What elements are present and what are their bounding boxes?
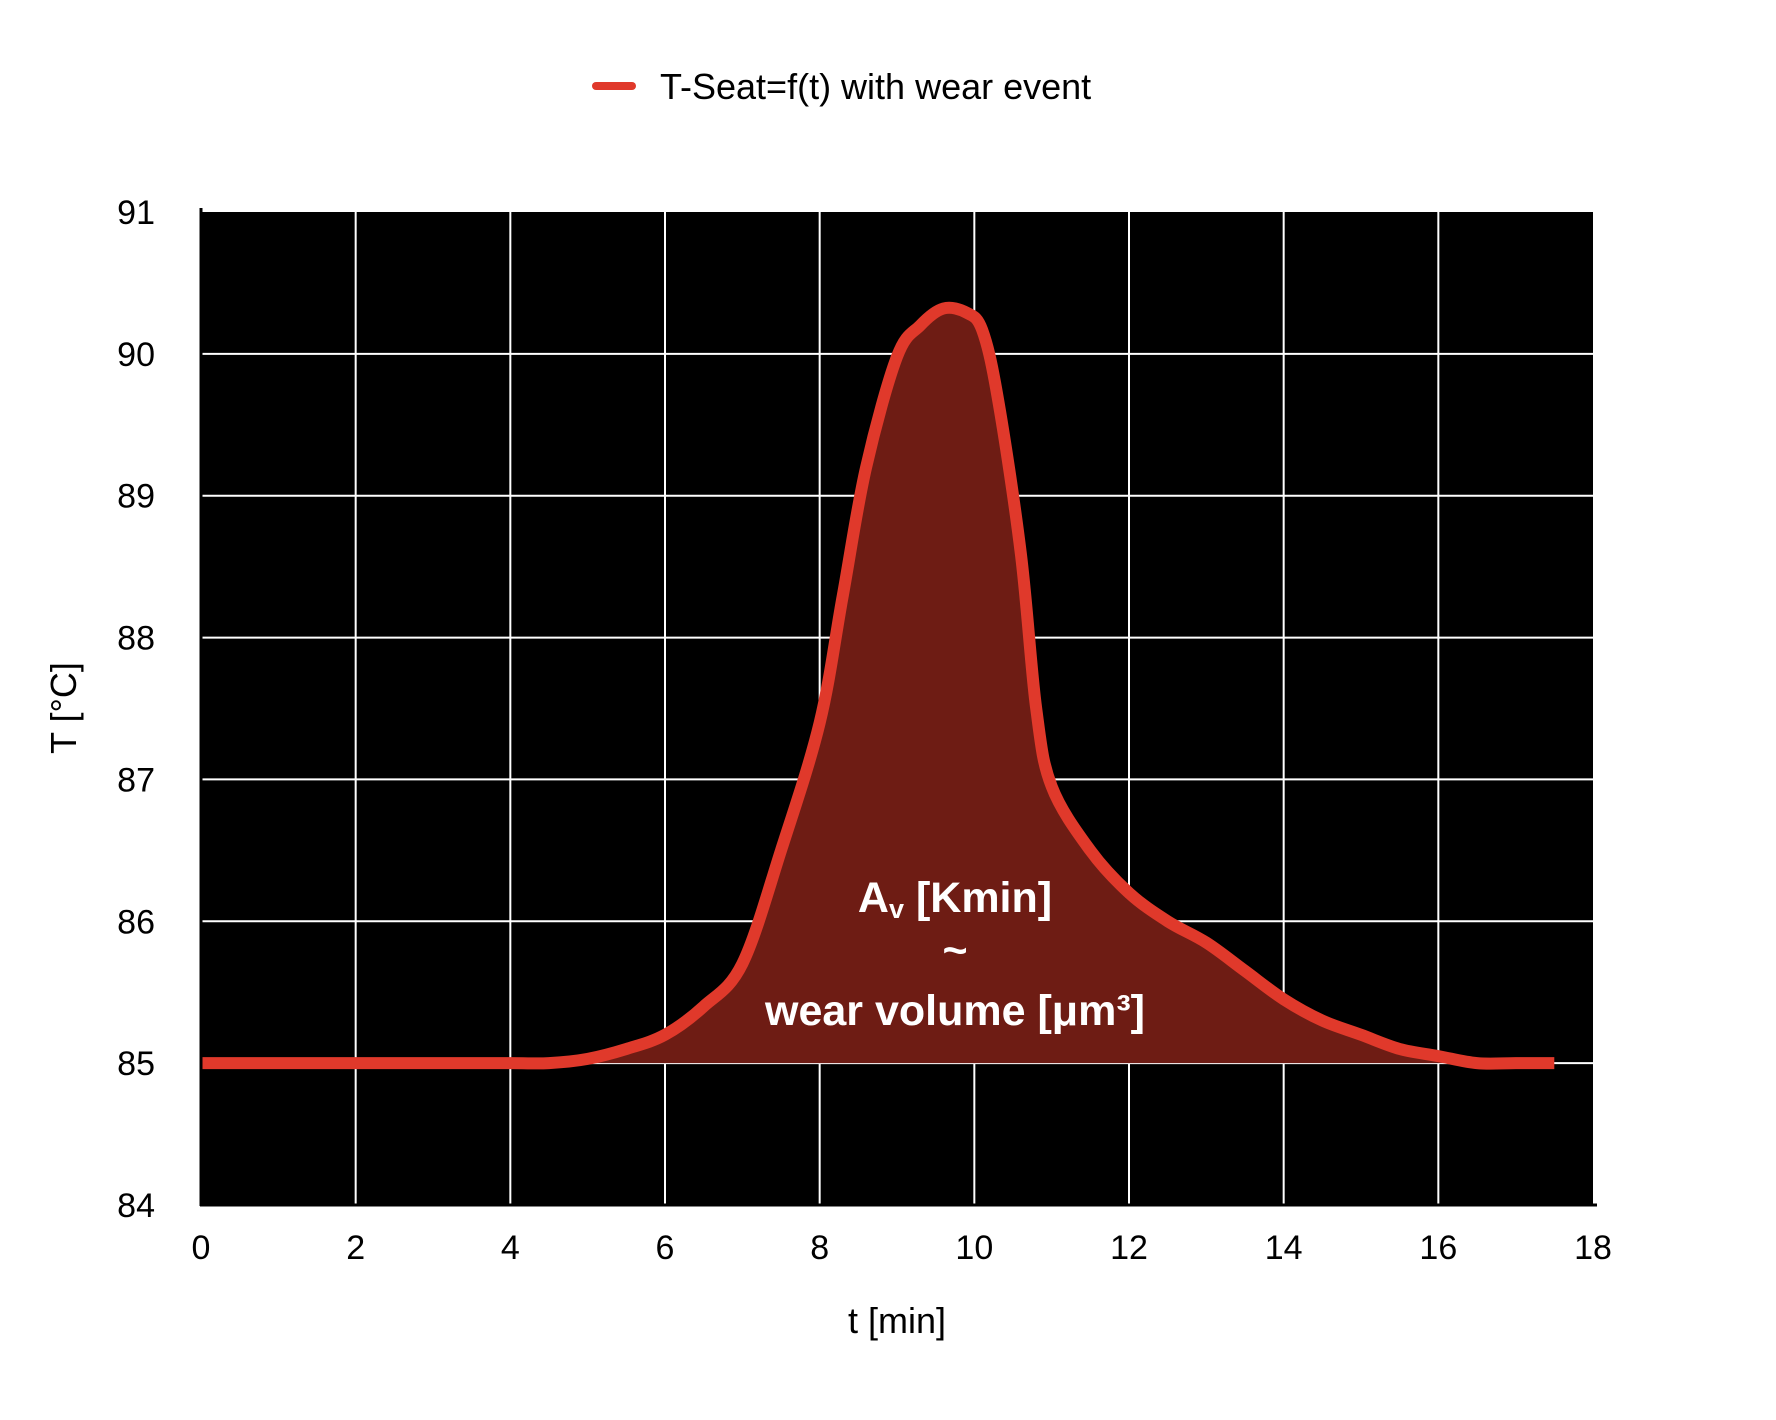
y-tick-label-7: 91 xyxy=(117,194,155,232)
y-axis-ticks: 84 85 86 87 88 89 90 91 xyxy=(117,194,155,1225)
x-tick-label-1: 2 xyxy=(346,1229,365,1267)
y-tick-label-1: 85 xyxy=(117,1045,155,1083)
annotation-line-1: Av [Kmin] xyxy=(858,874,1052,924)
x-tick-label-9: 18 xyxy=(1574,1229,1612,1267)
x-tick-label-8: 16 xyxy=(1419,1229,1457,1267)
x-axis-label: t [min] xyxy=(848,1300,946,1341)
annotation-line-3: wear volume [μm³] xyxy=(764,987,1145,1035)
x-axis-ticks: 0 2 4 6 8 10 12 14 16 18 xyxy=(192,1229,1612,1267)
x-tick-label-4: 8 xyxy=(810,1229,829,1267)
y-tick-label-0: 84 xyxy=(117,1187,155,1225)
y-tick-label-6: 90 xyxy=(117,336,155,374)
x-tick-label-7: 14 xyxy=(1265,1229,1303,1267)
x-tick-label-3: 6 xyxy=(656,1229,675,1267)
legend-label: T-Seat=f(t) with wear event xyxy=(660,66,1091,107)
x-tick-label-5: 10 xyxy=(955,1229,993,1267)
series-line xyxy=(201,301,1555,1070)
y-tick-label-2: 86 xyxy=(117,903,155,941)
annotation: Av [Kmin] ~ wear volume [μm³] xyxy=(764,874,1145,1035)
legend: T-Seat=f(t) with wear event xyxy=(592,66,1091,107)
area-fill xyxy=(201,307,1555,1064)
y-axis-label: T [°C] xyxy=(43,662,84,754)
axes xyxy=(199,208,1597,1207)
x-tick-label-2: 4 xyxy=(501,1229,520,1267)
y-tick-label-4: 88 xyxy=(117,620,155,658)
y-tick-label-3: 87 xyxy=(117,761,155,799)
x-tick-label-0: 0 xyxy=(192,1229,211,1267)
annotation-line-2: ~ xyxy=(942,927,967,975)
x-tick-label-6: 12 xyxy=(1110,1229,1148,1267)
y-tick-label-5: 89 xyxy=(117,478,155,516)
